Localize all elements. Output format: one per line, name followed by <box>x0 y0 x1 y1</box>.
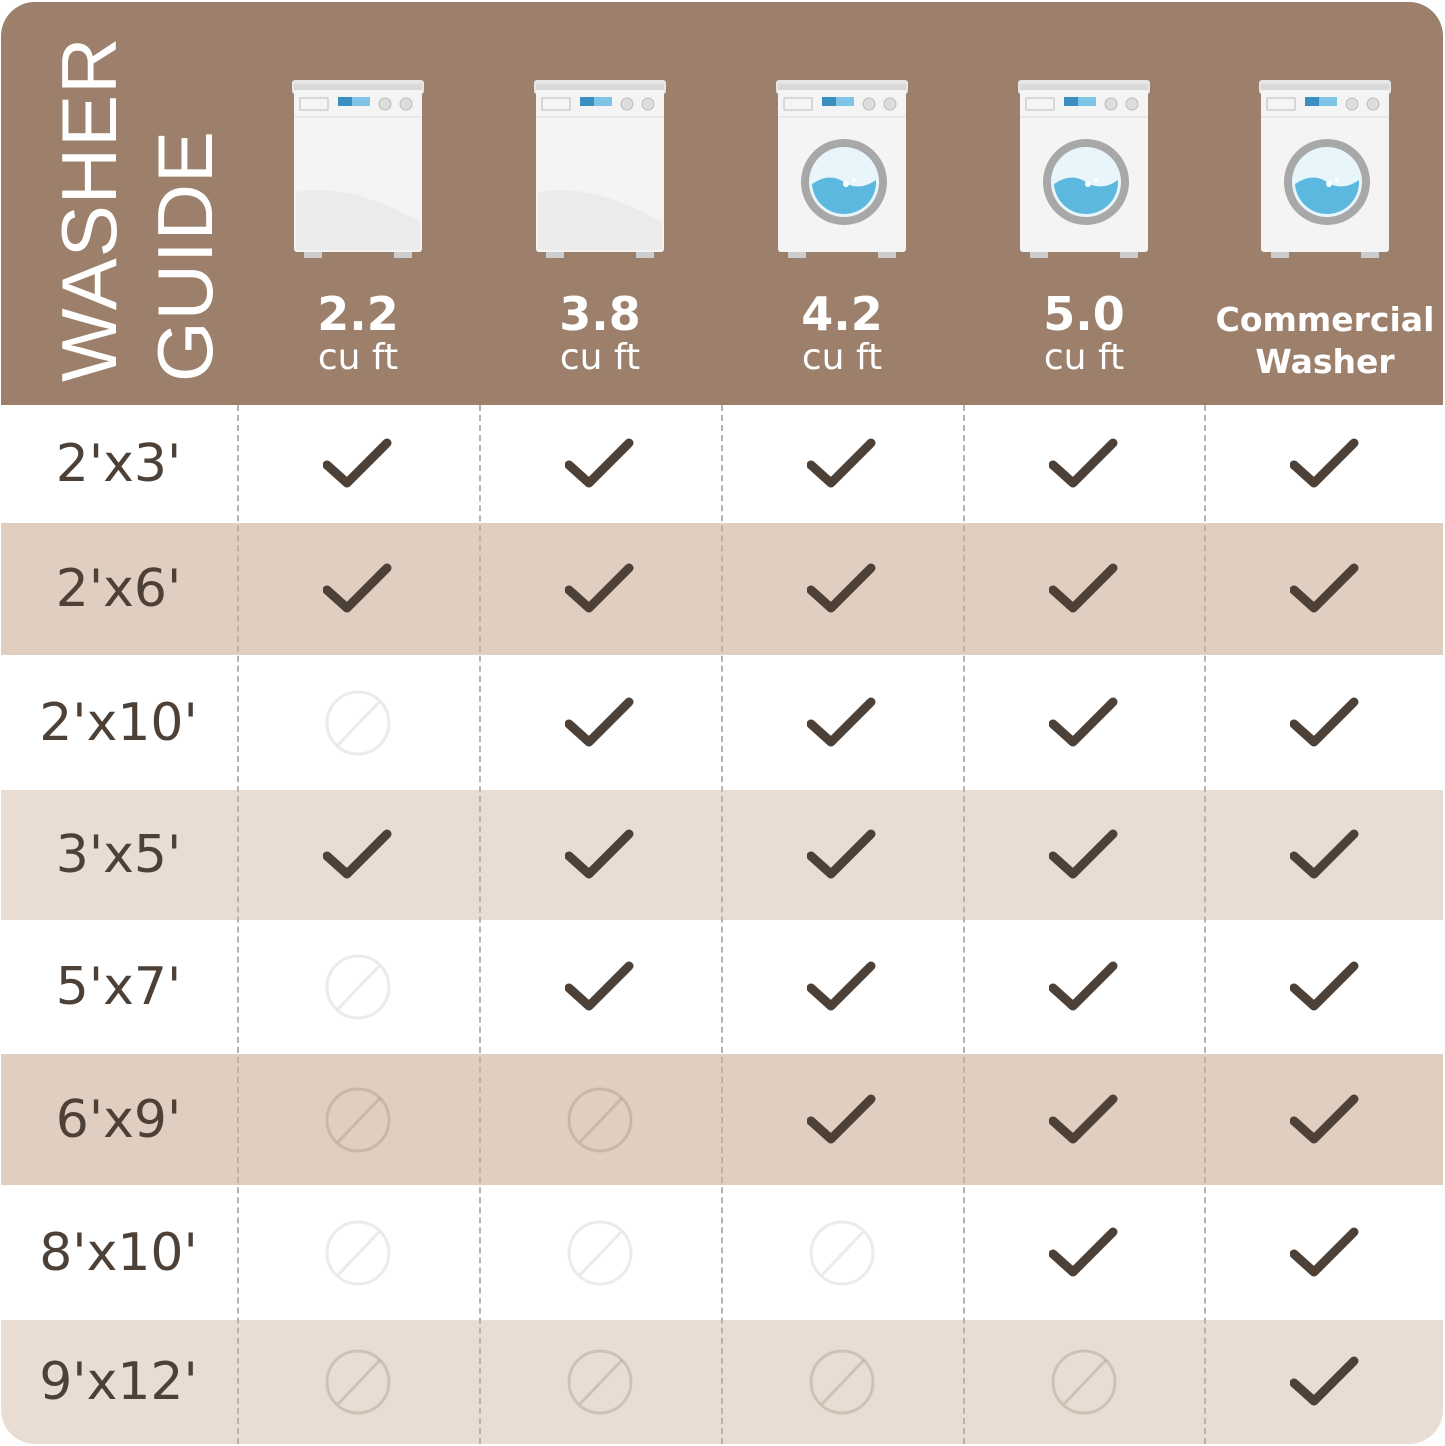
check-icon <box>1204 1054 1443 1185</box>
not-allowed-icon <box>479 1320 721 1444</box>
capacity-unit: cu ft <box>317 337 399 378</box>
not-allowed-icon <box>721 1320 963 1444</box>
check-icon <box>1204 920 1443 1054</box>
column-divider <box>963 405 965 1444</box>
rug-size: 2'x3' <box>55 434 182 494</box>
column-header: 4.2 cu ft <box>721 72 963 377</box>
header: WASHER GUIDE 2.2 cu ft 3.8 cu ft 4.2 cu ft 5.0… <box>1 2 1443 405</box>
check-icon <box>721 405 963 523</box>
check-icon <box>963 920 1205 1054</box>
check-icon <box>963 1054 1205 1185</box>
not-allowed-icon <box>237 1185 479 1320</box>
not-allowed-icon <box>237 1320 479 1444</box>
top-load-washer-icon <box>479 72 721 267</box>
column-header: 3.8 cu ft <box>479 72 721 377</box>
check-icon <box>721 1054 963 1185</box>
check-icon <box>963 405 1205 523</box>
check-icon <box>721 655 963 790</box>
top-load-washer-icon <box>237 72 479 267</box>
title-line-1: WASHER <box>45 36 133 382</box>
capacity-value: 4.2 <box>801 287 883 341</box>
check-icon <box>721 920 963 1054</box>
check-icon <box>479 920 721 1054</box>
check-icon <box>721 523 963 655</box>
column-header: 5.0 cu ft <box>963 72 1205 377</box>
capacity-unit: cu ft <box>559 337 641 378</box>
check-icon <box>237 405 479 523</box>
check-icon <box>1204 523 1443 655</box>
rug-size: 3'x5' <box>55 825 182 885</box>
check-icon <box>963 655 1205 790</box>
front-load-washer-icon <box>721 72 963 267</box>
capacity-value: 3.8 <box>559 287 641 341</box>
capacity-value: 5.0 <box>1043 287 1125 341</box>
guide-title: WASHER GUIDE <box>41 22 233 382</box>
column-header: 2.2 cu ft <box>237 72 479 377</box>
check-icon <box>1204 1185 1443 1320</box>
not-allowed-icon <box>479 1054 721 1185</box>
title-line-2: GUIDE <box>141 129 229 382</box>
check-icon <box>479 405 721 523</box>
column-divider <box>721 405 723 1444</box>
not-allowed-icon <box>721 1185 963 1320</box>
check-icon <box>479 523 721 655</box>
capacity-label: Commercial Washer <box>1204 299 1443 383</box>
column-divider <box>1204 405 1206 1444</box>
rug-size: 2'x10' <box>39 692 198 753</box>
not-allowed-icon <box>479 1185 721 1320</box>
capacity-unit: Washer <box>1255 342 1395 381</box>
front-load-washer-icon <box>1204 72 1443 267</box>
rug-size: 8'x10' <box>39 1222 198 1283</box>
check-icon <box>1204 655 1443 790</box>
column-divider <box>237 405 239 1444</box>
rug-size: 5'x7' <box>55 957 182 1017</box>
check-icon <box>479 655 721 790</box>
capacity-value: Commercial <box>1215 300 1435 339</box>
check-icon <box>479 790 721 920</box>
not-allowed-icon <box>237 920 479 1054</box>
capacity-unit: cu ft <box>801 337 883 378</box>
rug-size: 9'x12' <box>39 1352 198 1412</box>
capacity-value: 2.2 <box>317 287 399 341</box>
check-icon <box>963 523 1205 655</box>
not-allowed-icon <box>963 1320 1205 1444</box>
front-load-washer-icon <box>963 72 1205 267</box>
not-allowed-icon <box>237 655 479 790</box>
check-icon <box>1204 790 1443 920</box>
rug-size: 2'x6' <box>55 559 182 619</box>
check-icon <box>1204 1320 1443 1444</box>
column-header: Commercial Washer <box>1204 72 1443 383</box>
check-icon <box>721 790 963 920</box>
not-allowed-icon <box>237 1054 479 1185</box>
check-icon <box>237 790 479 920</box>
check-icon <box>237 523 479 655</box>
capacity-unit: cu ft <box>1043 337 1125 378</box>
rug-size: 6'x9' <box>55 1089 182 1150</box>
check-icon <box>963 790 1205 920</box>
check-icon <box>1204 405 1443 523</box>
check-icon <box>963 1185 1205 1320</box>
column-divider <box>479 405 481 1444</box>
